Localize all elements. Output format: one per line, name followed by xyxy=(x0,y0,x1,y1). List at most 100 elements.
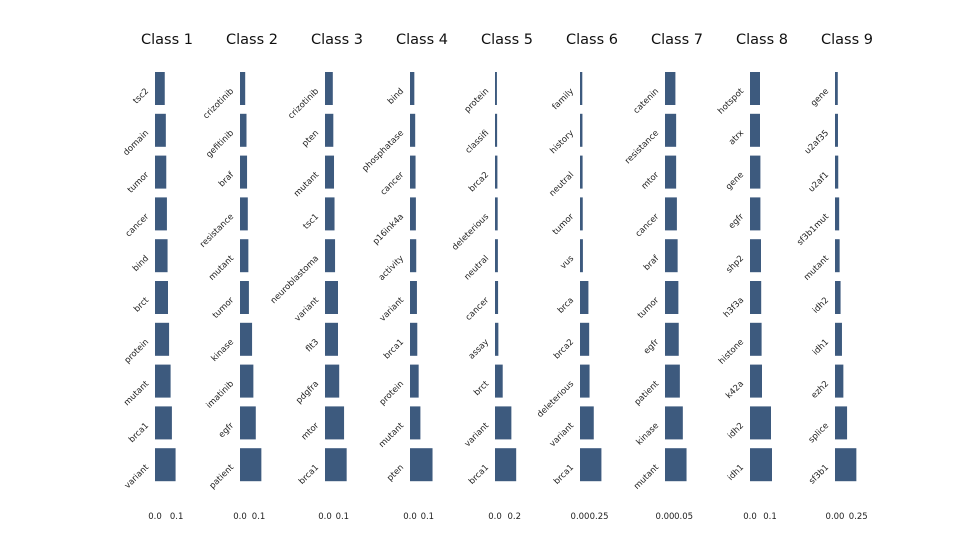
bar-brct xyxy=(155,281,168,314)
bar-protein xyxy=(495,72,497,105)
bar-deleterious xyxy=(580,364,590,398)
bar-variant xyxy=(580,406,594,440)
bar-brca xyxy=(580,281,589,314)
bar-idh1 xyxy=(750,448,772,482)
panel-title: Class 1 xyxy=(141,32,193,48)
x-tick-label: 0.1 xyxy=(421,512,435,522)
bar-bind xyxy=(155,239,168,273)
bar-gene xyxy=(750,155,761,189)
x-tick-label: 0.25 xyxy=(590,512,609,522)
bar-variant xyxy=(325,281,338,314)
x-tick-label: 0.1 xyxy=(336,512,350,522)
bar-cancer xyxy=(495,281,499,314)
bar-mutant xyxy=(155,364,171,398)
bar-sf3b1mut xyxy=(835,197,840,231)
bar-kinase xyxy=(665,406,683,440)
x-tick-label: 0.1 xyxy=(252,512,266,522)
x-tick-label: 0.2 xyxy=(507,512,521,522)
bar-egfr xyxy=(750,197,761,231)
bar-tumor xyxy=(155,155,167,189)
panel-title: Class 8 xyxy=(736,32,788,48)
bar-tsc1 xyxy=(325,197,335,231)
bar-brca1 xyxy=(495,448,517,482)
bar-mutant xyxy=(410,406,421,440)
bar-atrx xyxy=(750,113,760,147)
bar-family xyxy=(580,72,583,105)
x-tick-label: 0.0 xyxy=(148,512,162,522)
bar-brca1 xyxy=(410,322,418,356)
bar-k42a xyxy=(750,364,762,398)
bar-variant xyxy=(155,448,176,482)
bar-shp2 xyxy=(750,239,761,273)
x-tick-label: 0.25 xyxy=(849,512,868,522)
x-tick-label: 0.00 xyxy=(826,512,845,522)
bar-gene xyxy=(835,72,838,105)
bar-neutral xyxy=(495,239,498,273)
bar-resistance xyxy=(240,197,248,231)
bar-protein xyxy=(410,364,419,398)
bar-idh2 xyxy=(835,281,841,314)
bar-resistance xyxy=(665,113,677,147)
bar-tumor xyxy=(240,281,249,314)
bar-cancer xyxy=(410,155,416,189)
bar-mutant xyxy=(240,239,249,273)
x-tick-label: 0.0 xyxy=(318,512,332,522)
bar-brca1 xyxy=(580,448,602,482)
chart-panel-7: Class 7cateninresistancemtorcancerbraftu… xyxy=(623,32,703,522)
x-tick-label: 0.0 xyxy=(233,512,247,522)
bar-pdgfra xyxy=(325,364,340,398)
bar-cancer xyxy=(665,197,677,231)
bar-patient xyxy=(240,448,262,482)
panel-title: Class 6 xyxy=(566,32,618,48)
x-tick-label: 0.0 xyxy=(403,512,417,522)
bar-bind xyxy=(410,72,415,105)
bar-phosphatase xyxy=(410,113,416,147)
panel-title: Class 2 xyxy=(226,32,278,48)
bar-kinase xyxy=(240,322,253,356)
bar-tsc2 xyxy=(155,72,165,105)
bar-vus xyxy=(580,239,583,273)
bar-egfr xyxy=(665,322,679,356)
bar-pten xyxy=(410,448,433,482)
bar-neuroblastoma xyxy=(325,239,336,273)
bar-mutant xyxy=(835,239,840,273)
bar-patient xyxy=(665,364,680,398)
bar-tumor xyxy=(580,197,583,231)
bar-neutral xyxy=(580,155,583,189)
bar-variant xyxy=(495,406,512,440)
panel-title: Class 3 xyxy=(311,32,363,48)
x-tick-label: 0.0 xyxy=(488,512,502,522)
bar-mtor xyxy=(665,155,677,189)
bar-brca2 xyxy=(495,155,498,189)
bar-variant xyxy=(410,281,417,314)
bar-histone xyxy=(750,322,762,356)
bar-p16ink4a xyxy=(410,197,416,231)
bar-sf3b1 xyxy=(835,448,857,482)
bar-splice xyxy=(835,406,848,440)
bar-egfr xyxy=(240,406,256,440)
bar-brca1 xyxy=(325,448,347,482)
x-tick-label: 0.1 xyxy=(763,512,777,522)
bar-catenin xyxy=(665,72,676,105)
bar-braf xyxy=(240,155,248,189)
x-tick-label: 0.0 xyxy=(743,512,757,522)
bar-deleterious xyxy=(495,197,498,231)
bar-classifi xyxy=(495,113,498,147)
bar-crizotinib xyxy=(240,72,246,105)
bar-h3f3a xyxy=(750,281,762,314)
x-tick-label: 0.05 xyxy=(674,512,693,522)
bar-gefitinib xyxy=(240,113,247,147)
x-tick-label: 0.00 xyxy=(571,512,590,522)
bar-brca2 xyxy=(580,322,590,356)
bar-pten xyxy=(325,113,334,147)
panel-title: Class 5 xyxy=(481,32,533,48)
bar-cancer xyxy=(155,197,167,231)
bar-brct xyxy=(495,364,503,398)
panel-title: Class 7 xyxy=(651,32,703,48)
bar-mutant xyxy=(665,448,687,482)
bar-idh1 xyxy=(835,322,842,356)
panel-title: Class 4 xyxy=(396,32,448,48)
bar-assay xyxy=(495,322,499,356)
bar-mutant xyxy=(325,155,335,189)
